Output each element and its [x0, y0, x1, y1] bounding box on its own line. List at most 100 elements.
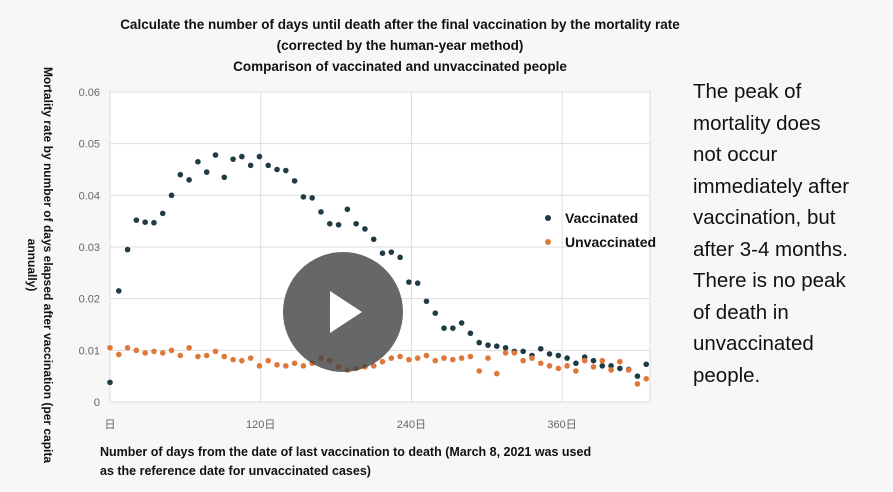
vaccinated-point: [159, 210, 166, 217]
unvaccinated-point: [221, 353, 228, 360]
unvaccinated-point: [406, 356, 412, 363]
vaccinated-point: [476, 339, 483, 346]
unvaccinated-point: [107, 344, 113, 351]
unvaccinated-point: [397, 353, 403, 360]
y-tick-label: 0.04: [79, 190, 100, 202]
vaccinated-point: [520, 348, 526, 355]
unvaccinated-point: [546, 363, 553, 369]
vaccinated-point: [335, 221, 342, 228]
vaccinated-point: [212, 152, 219, 158]
unvaccinated-point: [265, 357, 272, 364]
x-tick-label: 360日: [547, 419, 576, 431]
vaccinated-point: [291, 178, 298, 184]
note-line: vaccination, but: [693, 206, 836, 229]
unvaccinated-point: [537, 360, 544, 367]
unvaccinated-point: [274, 362, 280, 368]
unvaccinated-point: [370, 363, 377, 369]
legend-label-vaccinated: Vaccinated: [565, 210, 639, 226]
vaccinated-point: [450, 325, 456, 331]
unvaccinated-point: [388, 355, 395, 361]
legend-marker-unvaccinated: [545, 239, 551, 245]
chart-legend: Vaccinated Unvaccinated: [545, 206, 656, 254]
vaccinated-point: [546, 351, 553, 357]
unvaccinated-point: [581, 357, 588, 364]
note-line: unvaccinated: [693, 332, 814, 355]
y-tick-label: 0: [94, 397, 100, 409]
vaccinated-point: [124, 246, 131, 253]
unvaccinated-point: [608, 367, 614, 373]
unvaccinated-point: [493, 370, 500, 377]
vaccinated-point: [221, 174, 228, 181]
unvaccinated-point: [555, 365, 562, 372]
vaccinated-point: [537, 345, 544, 352]
unvaccinated-point: [203, 352, 210, 359]
vaccinated-point: [617, 365, 623, 372]
unvaccinated-point: [168, 347, 175, 354]
x-axis-label-line-2: as the reference date for unvaccinated c…: [100, 464, 371, 478]
vaccinated-point: [107, 379, 113, 386]
unvaccinated-point: [115, 351, 122, 358]
vaccinated-point: [467, 330, 474, 337]
annotation-text: The peak of mortality does not occur imm…: [693, 76, 893, 391]
unvaccinated-point: [142, 350, 148, 356]
unvaccinated-point: [511, 350, 518, 356]
unvaccinated-point: [502, 350, 509, 356]
note-line: not occur: [693, 143, 778, 166]
unvaccinated-point: [159, 350, 166, 356]
unvaccinated-point: [177, 352, 184, 359]
unvaccinated-point: [467, 353, 474, 360]
unvaccinated-point: [458, 355, 465, 361]
vaccinated-point: [344, 206, 351, 213]
vaccinated-point: [397, 254, 403, 261]
vaccinated-point: [274, 166, 280, 173]
play-icon: [330, 291, 362, 333]
unvaccinated-point: [300, 363, 307, 369]
vaccinated-point: [265, 162, 272, 169]
unvaccinated-point: [423, 352, 430, 359]
unvaccinated-point: [432, 357, 439, 364]
x-tick-label: 日: [105, 419, 116, 431]
unvaccinated-point: [590, 364, 597, 370]
unvaccinated-point: [634, 381, 641, 387]
vaccinated-point: [195, 158, 201, 165]
vaccinated-point: [634, 373, 641, 379]
unvaccinated-point: [520, 357, 526, 364]
unvaccinated-point: [256, 363, 263, 369]
vaccinated-point: [256, 153, 263, 160]
note-line: of death in: [693, 300, 789, 324]
vaccinated-point: [362, 226, 368, 232]
vaccinated-point: [599, 363, 606, 369]
vaccinated-point: [573, 360, 579, 367]
unvaccinated-point: [133, 347, 140, 354]
vaccinated-point: [555, 352, 562, 359]
title-line-1: Calculate the number of days until death…: [120, 17, 680, 32]
vaccinated-point: [142, 219, 148, 225]
vaccinated-point: [485, 342, 491, 348]
vaccinated-point: [502, 344, 509, 351]
vaccinated-point: [283, 167, 289, 174]
unvaccinated-point: [195, 353, 201, 360]
y-tick-label: 0.03: [79, 242, 100, 254]
play-button[interactable]: [283, 252, 403, 372]
title-line-3: Comparison of vaccinated and unvaccinate…: [233, 59, 567, 74]
unvaccinated-point: [186, 344, 192, 351]
vaccinated-point: [151, 219, 157, 226]
unvaccinated-point: [247, 355, 254, 361]
vaccinated-point: [230, 156, 236, 162]
note-line: The peak of: [693, 80, 802, 103]
vaccinated-point: [239, 153, 245, 160]
vaccinated-point: [309, 195, 315, 201]
vaccinated-point: [423, 298, 430, 305]
vaccinated-point: [406, 279, 412, 285]
y-tick-label: 0.06: [79, 87, 100, 99]
vaccinated-point: [643, 361, 650, 368]
legend-item-vaccinated: Vaccinated: [545, 206, 656, 230]
x-tick-label: 240日: [397, 419, 426, 431]
vaccinated-point: [247, 162, 254, 169]
y-tick-label: 0.02: [79, 294, 100, 306]
unvaccinated-point: [239, 357, 245, 364]
unvaccinated-point: [291, 360, 298, 367]
vaccinated-point: [318, 209, 324, 215]
vaccinated-point: [564, 355, 570, 361]
vaccinated-point: [370, 236, 377, 243]
